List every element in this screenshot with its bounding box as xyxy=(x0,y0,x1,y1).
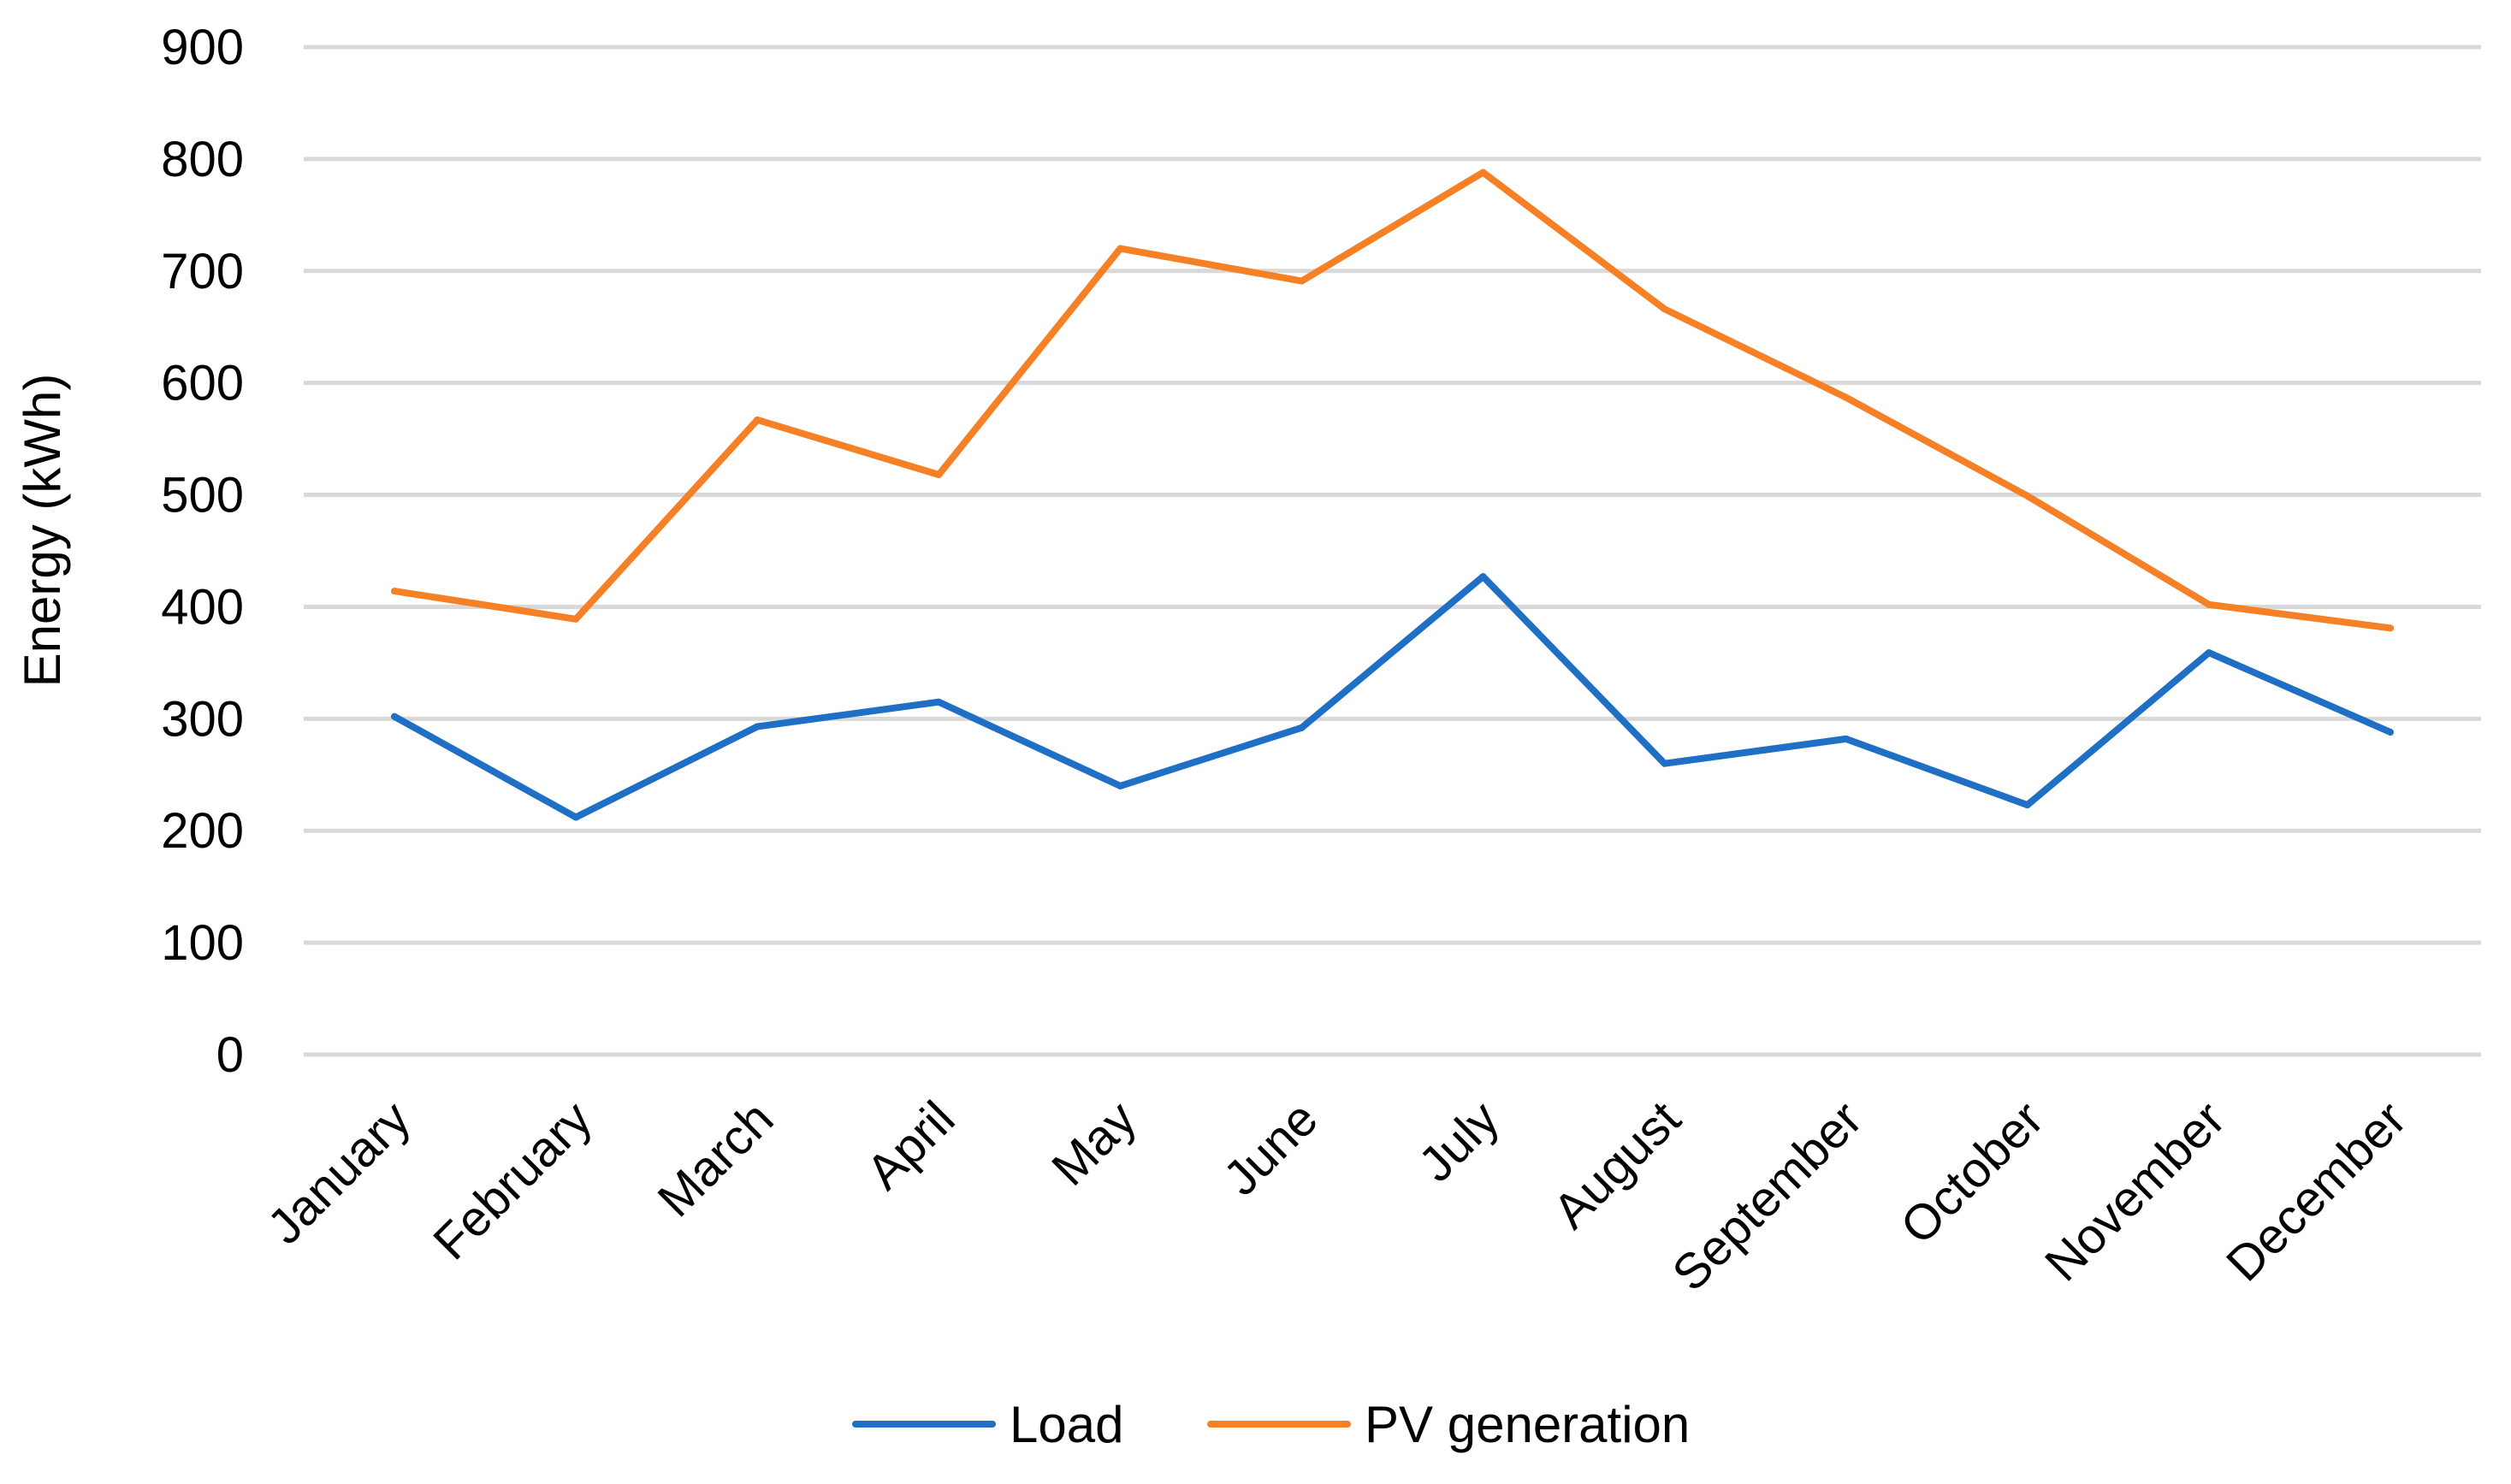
data-point xyxy=(1479,573,1487,581)
x-tick-label: July xyxy=(1408,1091,1510,1192)
data-point xyxy=(2205,649,2212,657)
data-point xyxy=(1479,169,1487,176)
y-axis-label: Energy (kWh) xyxy=(14,374,71,688)
data-point xyxy=(1116,782,1124,789)
y-tick-label: 200 xyxy=(161,803,244,859)
data-point xyxy=(2023,801,2031,809)
x-tick-label: September xyxy=(1661,1091,1873,1302)
x-tick-label: October xyxy=(1890,1091,2054,1255)
x-tick-label: February xyxy=(423,1091,602,1270)
x-axis-ticks: January February March April May June July Augu… xyxy=(257,1091,2417,1302)
legend-label: PV generation xyxy=(1365,1396,1690,1453)
data-point xyxy=(391,712,399,720)
data-point xyxy=(1842,393,1850,401)
gridlines xyxy=(304,44,2481,1057)
data-point xyxy=(1661,305,1668,313)
data-point xyxy=(2386,729,2394,736)
x-tick-label: April xyxy=(856,1091,965,1200)
y-tick-label: 900 xyxy=(161,20,244,75)
data-point xyxy=(572,615,580,623)
series-line-load xyxy=(391,573,2394,821)
data-point xyxy=(1298,724,1306,731)
y-tick-label: 500 xyxy=(161,468,244,523)
y-tick-label: 0 xyxy=(216,1027,244,1083)
x-tick-label: January xyxy=(257,1091,421,1255)
y-tick-label: 800 xyxy=(161,132,244,187)
legend: Load PV generation xyxy=(852,1396,1690,1453)
data-point xyxy=(935,698,943,706)
data-point xyxy=(391,588,399,595)
data-point xyxy=(1661,760,1668,767)
y-tick-label: 400 xyxy=(161,579,244,635)
x-tick-label: March xyxy=(647,1091,784,1227)
y-tick-label: 700 xyxy=(161,244,244,299)
x-tick-label: August xyxy=(1543,1091,1691,1239)
x-tick-label: June xyxy=(1213,1091,1329,1206)
data-point xyxy=(1842,735,1850,742)
data-point xyxy=(572,813,580,821)
x-tick-label: November xyxy=(2034,1091,2236,1292)
data-point xyxy=(935,470,943,478)
data-point xyxy=(2023,492,2031,500)
data-point xyxy=(1116,245,1124,252)
data-point xyxy=(2386,624,2394,632)
legend-label: Load xyxy=(1010,1396,1123,1453)
series-line-pv-generation xyxy=(391,169,2394,632)
y-tick-label: 100 xyxy=(161,915,244,971)
y-tick-label: 600 xyxy=(161,356,244,411)
data-point xyxy=(1298,277,1306,285)
y-tick-label: 300 xyxy=(161,691,244,747)
data-point xyxy=(754,416,761,423)
data-point xyxy=(2205,600,2212,608)
series-lines xyxy=(391,169,2394,821)
data-point xyxy=(754,723,761,730)
x-tick-label: May xyxy=(1041,1091,1146,1196)
y-axis-ticks: 0 100 200 300 400 500 600 700 800 900 xyxy=(161,20,244,1083)
x-tick-label: December xyxy=(2216,1091,2417,1292)
